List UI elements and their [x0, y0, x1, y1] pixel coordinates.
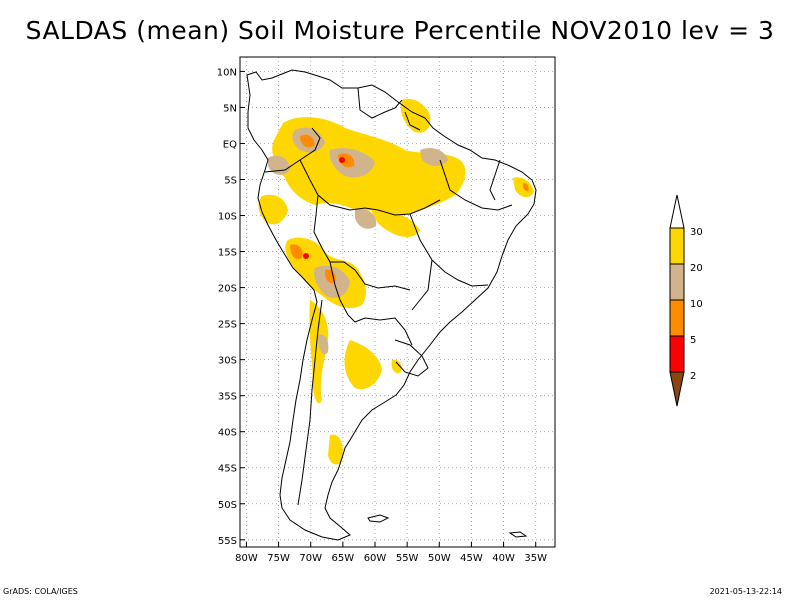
colorbar-label-2: 2	[690, 371, 696, 382]
south-america-coastline	[246, 69, 537, 541]
upper-amazon-orange	[300, 134, 315, 148]
band-2-5-regions	[303, 157, 345, 259]
lon-tick-label: 70W	[299, 553, 322, 564]
colorbar-20-30	[669, 227, 685, 265]
border-brazil-north	[299, 159, 441, 216]
colorbar-5-10	[669, 299, 685, 337]
lon-tick-label: 60W	[364, 553, 387, 564]
colorbar-label-30: 30	[690, 227, 703, 238]
border-brazil-states-south	[411, 259, 433, 311]
border-paraguay-argentina	[329, 261, 413, 346]
colorbar-label-20: 20	[690, 263, 703, 274]
ecuador-yellow-region	[258, 194, 288, 225]
central-amazon-orange	[338, 153, 355, 168]
colorbar-label-5: 5	[690, 335, 696, 346]
border-bolivia	[313, 194, 411, 291]
border-chile-argentina	[297, 299, 323, 506]
lat-tick-label: 45S	[218, 464, 237, 475]
uruguay-yellow-patch	[391, 359, 402, 374]
colorbar-2-5	[669, 335, 685, 373]
border-venezuela-guyana	[357, 87, 403, 119]
lat-tick-label: 55S	[218, 536, 237, 547]
south-georgia	[508, 531, 528, 538]
lat-tick-label: 10N	[217, 67, 237, 78]
colorbar-10-20	[669, 263, 685, 301]
lon-tick-label: 50W	[428, 553, 451, 564]
plot-frame	[239, 56, 556, 548]
lat-tick-label: 35S	[218, 392, 237, 403]
latitude-axis: 10N 5N EQ 5S 10S 15S 20S 25S 30S 35S 40S 45S 50S 55S	[217, 67, 245, 547]
border-brazil-states-central	[409, 213, 489, 287]
amazon-red-spot	[339, 157, 345, 163]
colorbar-label-10: 10	[690, 299, 703, 310]
border-colombia	[264, 127, 321, 173]
colorbar-below2-triangle	[669, 371, 685, 407]
border-brazil-states-north	[439, 159, 513, 211]
lon-tick-label: 55W	[396, 553, 419, 564]
lat-tick-label: 10S	[218, 212, 237, 223]
falkland-islands	[367, 514, 390, 523]
lon-tick-label: 80W	[235, 553, 258, 564]
colorbar-above30-triangle	[669, 194, 685, 229]
lat-tick-label: 15S	[218, 248, 237, 259]
lat-tick-label: EQ	[223, 139, 237, 150]
lon-tick-label: 40W	[492, 553, 515, 564]
border-brazil-states-ne	[489, 159, 501, 201]
lon-tick-label: 65W	[332, 553, 355, 564]
andes-yellow-strip	[309, 300, 329, 404]
peru-red-spot	[303, 253, 309, 259]
render-timestamp: 2021-05-13-22:14	[709, 587, 782, 596]
border-uruguay	[394, 339, 429, 377]
lat-tick-label: 20S	[218, 284, 237, 295]
peru-orange	[290, 244, 303, 260]
guiana-yellow-region	[400, 98, 431, 133]
lon-tick-label: 45W	[460, 553, 483, 564]
boundaries	[246, 69, 537, 541]
grads-credit: GrADS: COLA/IGES	[3, 587, 78, 596]
map-title: SALDAS (mean) Soil Moisture Percentile N…	[25, 16, 775, 45]
bolivia-orange	[324, 269, 336, 284]
central-brazil-yellow-region	[371, 205, 420, 237]
lat-tick-label: 5N	[223, 103, 237, 114]
pampas-yellow-region	[344, 340, 382, 390]
patagonia-yellow-region	[328, 434, 343, 465]
argentina-tan	[318, 334, 329, 355]
border-suriname	[404, 111, 421, 131]
lat-tick-label: 40S	[218, 428, 237, 439]
lon-tick-label: 35W	[524, 553, 547, 564]
northeast-orange	[522, 182, 529, 192]
lon-tick-label: 75W	[267, 553, 290, 564]
lat-tick-label: 5S	[224, 176, 237, 187]
colorbar-legend: 30 20 10 5 2	[669, 194, 703, 407]
band-5-10-regions	[290, 134, 529, 284]
lat-tick-label: 25S	[218, 320, 237, 331]
longitude-axis: 80W 75W 70W 65W 60W 55W 50W 45W 40W 35W	[235, 542, 547, 564]
lat-tick-label: 30S	[218, 356, 237, 367]
mato-grosso-tan	[355, 208, 377, 229]
lat-tick-label: 50S	[218, 500, 237, 511]
